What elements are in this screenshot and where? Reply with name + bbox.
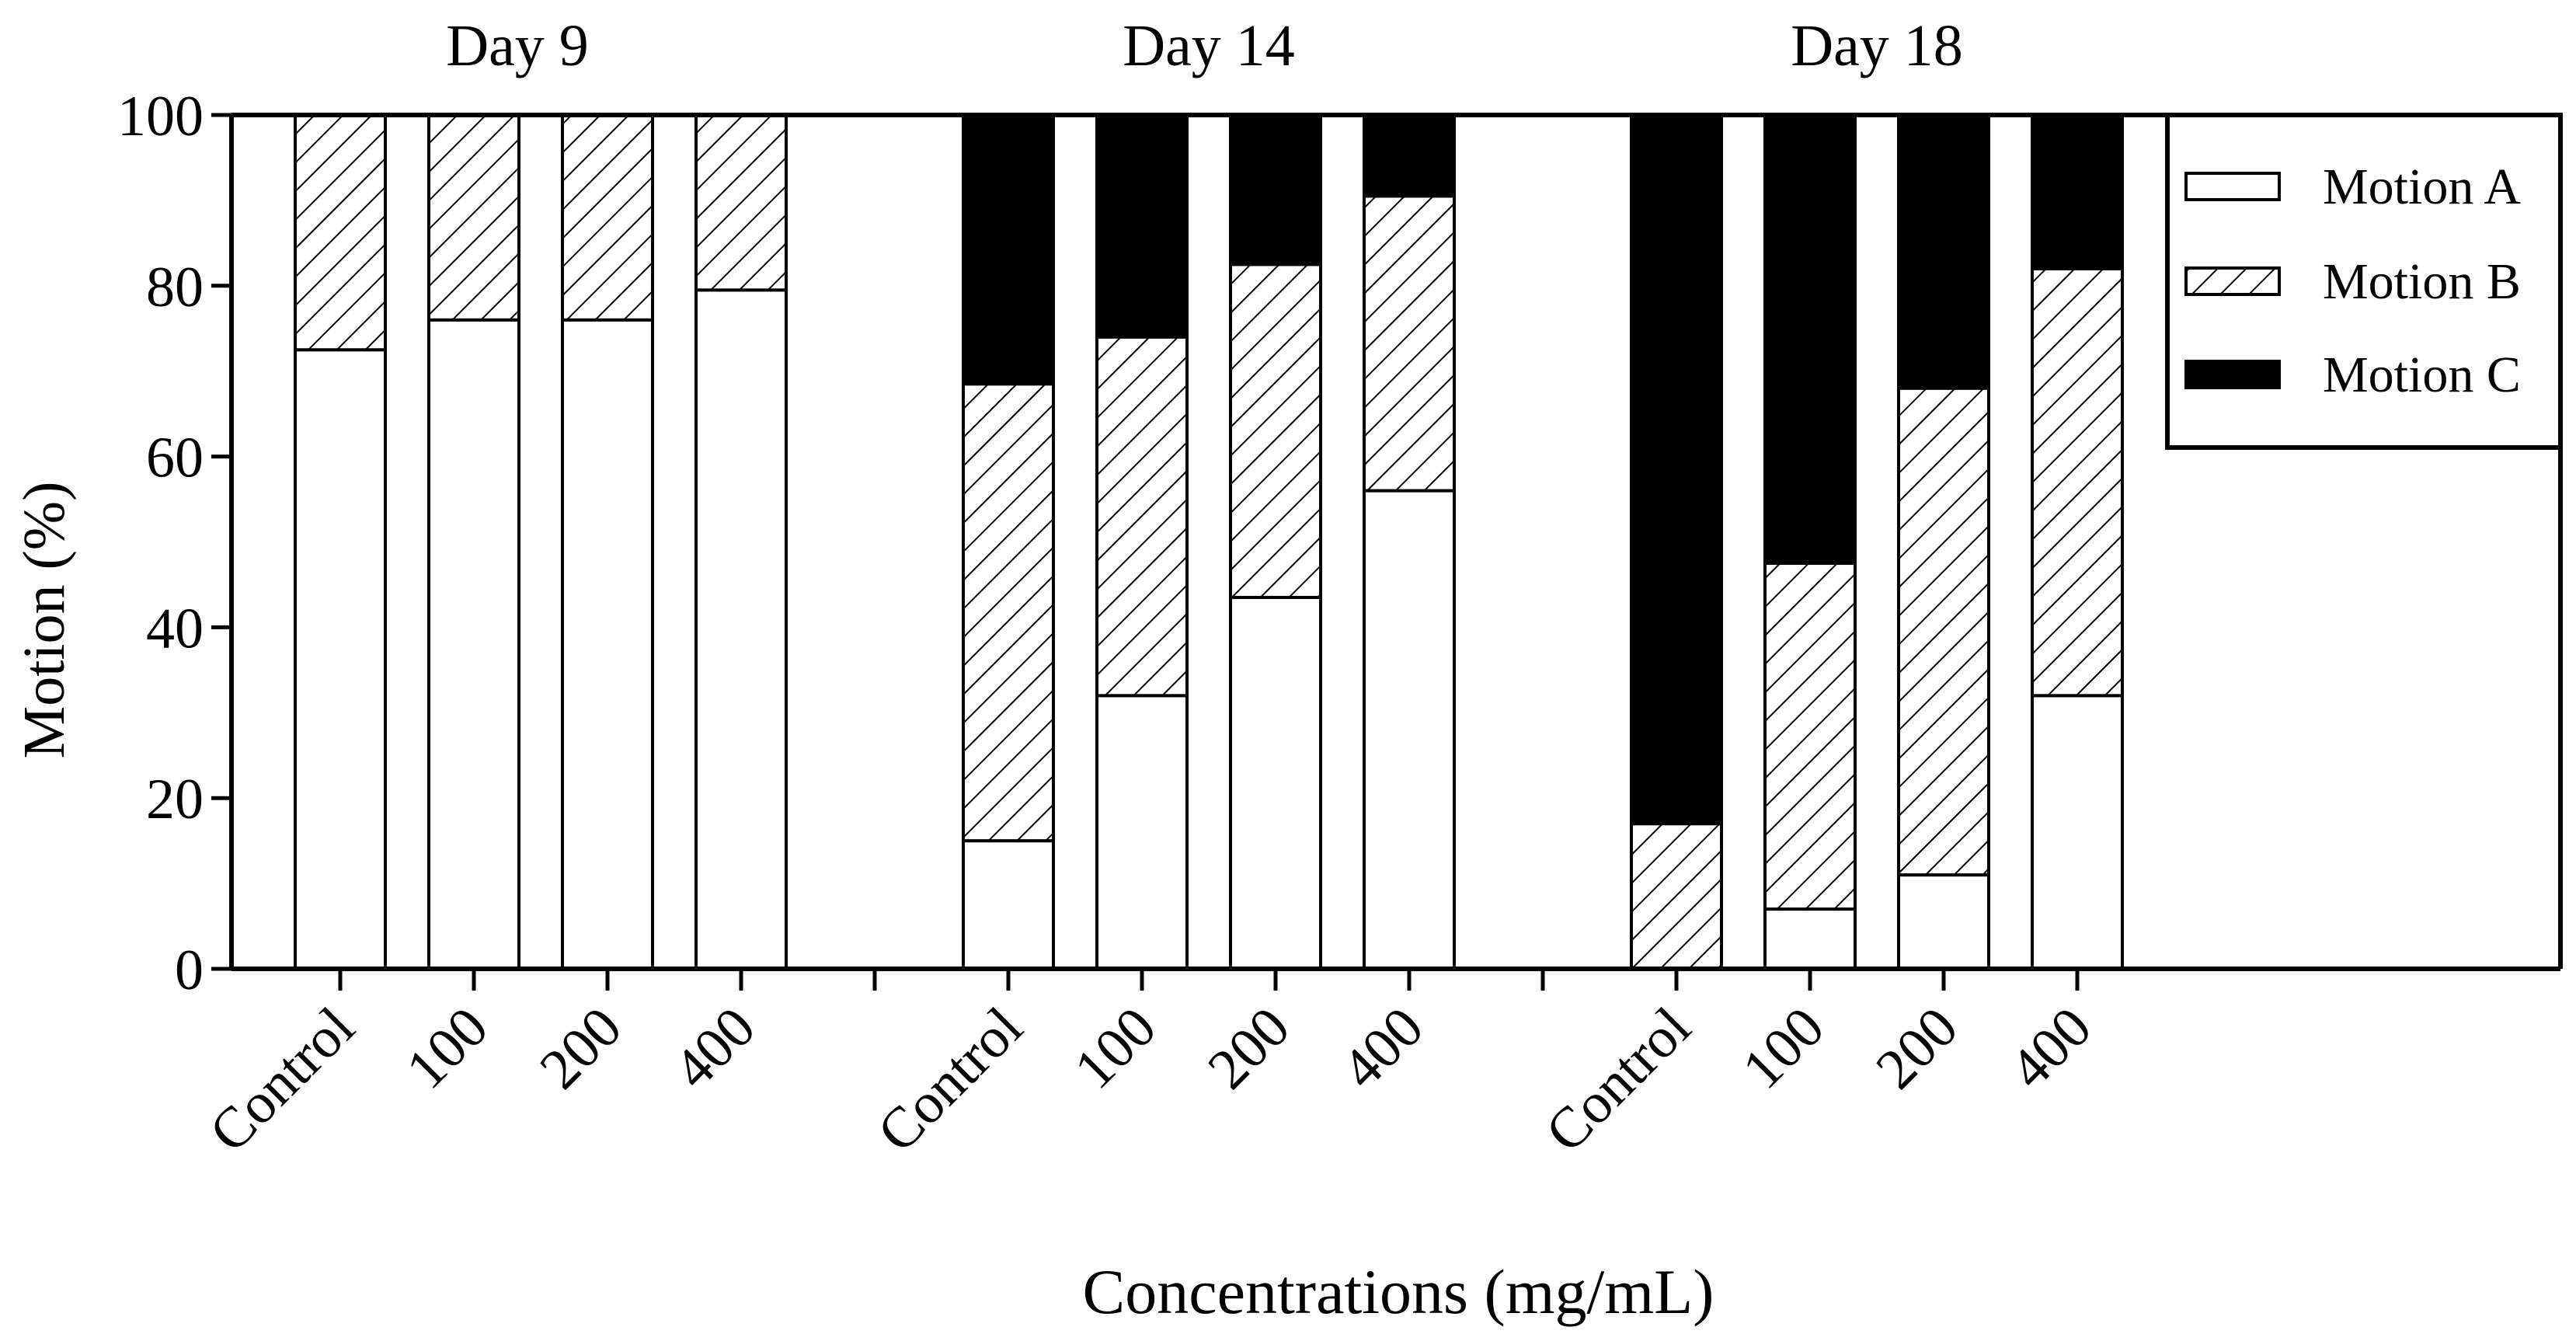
x-tick-label: 400 bbox=[1330, 995, 1436, 1101]
bar-day-14-100-motion-b bbox=[1095, 335, 1189, 698]
legend-label-motion-b: Motion B bbox=[2323, 253, 2521, 310]
bar-day-14-400-motion-c bbox=[1363, 113, 1456, 198]
group-title: Day 18 bbox=[1791, 13, 1963, 78]
y-tick-label: 20 bbox=[146, 768, 204, 831]
bars-layer bbox=[294, 113, 2124, 971]
group-title: Day 9 bbox=[446, 13, 589, 78]
bar-day-18-100-motion-c bbox=[1763, 113, 1857, 565]
bar-day-14-control-motion-b bbox=[962, 382, 1055, 843]
bar-day-18-200-motion-b bbox=[1897, 386, 1990, 877]
y-tick-label: 40 bbox=[146, 597, 204, 660]
bar-day-14-control-motion-a bbox=[962, 839, 1055, 971]
x-axis-label: Concentrations (mg/mL) bbox=[1083, 1256, 1714, 1327]
bar-day-9-100-motion-b bbox=[427, 113, 520, 322]
x-tick-label: 200 bbox=[1864, 995, 1970, 1101]
legend: Motion A Motion B Motion C bbox=[2165, 113, 2563, 450]
bar-day-18-100-motion-b bbox=[1763, 561, 1857, 911]
x-tick-label: 200 bbox=[528, 995, 634, 1101]
bar-day-9-control-motion-a bbox=[294, 348, 387, 971]
bar-day-9-100-motion-a bbox=[427, 318, 520, 970]
bar-day-14-400-motion-a bbox=[1363, 489, 1456, 970]
bar-day-18-200-motion-a bbox=[1897, 873, 1990, 970]
y-tick-label: 100 bbox=[117, 85, 204, 148]
bar-day-18-400-motion-a bbox=[2031, 694, 2124, 970]
legend-swatch-motion-a bbox=[2184, 172, 2281, 201]
group-title: Day 14 bbox=[1123, 13, 1295, 78]
bar-day-18-control-motion-c bbox=[1630, 113, 1723, 826]
bar-day-18-200-motion-c bbox=[1897, 113, 1990, 390]
x-tick-label: Control bbox=[865, 995, 1035, 1165]
legend-label-motion-a: Motion A bbox=[2323, 158, 2521, 215]
y-tick-label: 0 bbox=[175, 939, 204, 1002]
bar-day-9-400-motion-a bbox=[694, 288, 788, 971]
bar-day-18-400-motion-b bbox=[2031, 266, 2124, 698]
bar-day-18-100-motion-a bbox=[1763, 907, 1857, 970]
legend-label-motion-c: Motion C bbox=[2323, 347, 2521, 403]
bar-day-14-200-motion-c bbox=[1229, 113, 1322, 266]
bar-day-14-100-motion-c bbox=[1095, 113, 1189, 339]
bar-day-18-400-motion-c bbox=[2031, 113, 2124, 270]
x-tick-label: Control bbox=[197, 995, 367, 1165]
x-tick-label: 400 bbox=[662, 995, 768, 1101]
y-tick-label: 80 bbox=[146, 256, 204, 319]
bar-day-14-400-motion-b bbox=[1363, 194, 1456, 493]
x-tick-label: 100 bbox=[1063, 995, 1168, 1101]
x-tick-label: 400 bbox=[1998, 995, 2104, 1101]
bar-day-14-200-motion-a bbox=[1229, 595, 1322, 970]
x-tick-label: Control bbox=[1533, 995, 1703, 1165]
bar-day-14-200-motion-b bbox=[1229, 263, 1322, 599]
x-tick-label: 200 bbox=[1196, 995, 1302, 1101]
y-tick-label: 60 bbox=[146, 427, 204, 490]
x-tick-label: 100 bbox=[395, 995, 500, 1101]
legend-swatch-motion-c bbox=[2184, 360, 2281, 389]
y-axis-label: Motion (%) bbox=[12, 482, 77, 759]
bar-day-9-400-motion-b bbox=[694, 113, 788, 292]
x-tick-label: 100 bbox=[1731, 995, 1836, 1101]
bar-day-18-control-motion-b bbox=[1630, 822, 1723, 971]
bar-day-14-control-motion-c bbox=[962, 113, 1055, 386]
legend-swatch-motion-b bbox=[2184, 266, 2281, 296]
bar-day-9-control-motion-b bbox=[294, 113, 387, 352]
bar-day-9-200-motion-b bbox=[561, 113, 654, 322]
bar-day-9-200-motion-a bbox=[561, 318, 654, 970]
bar-day-14-100-motion-a bbox=[1095, 694, 1189, 970]
